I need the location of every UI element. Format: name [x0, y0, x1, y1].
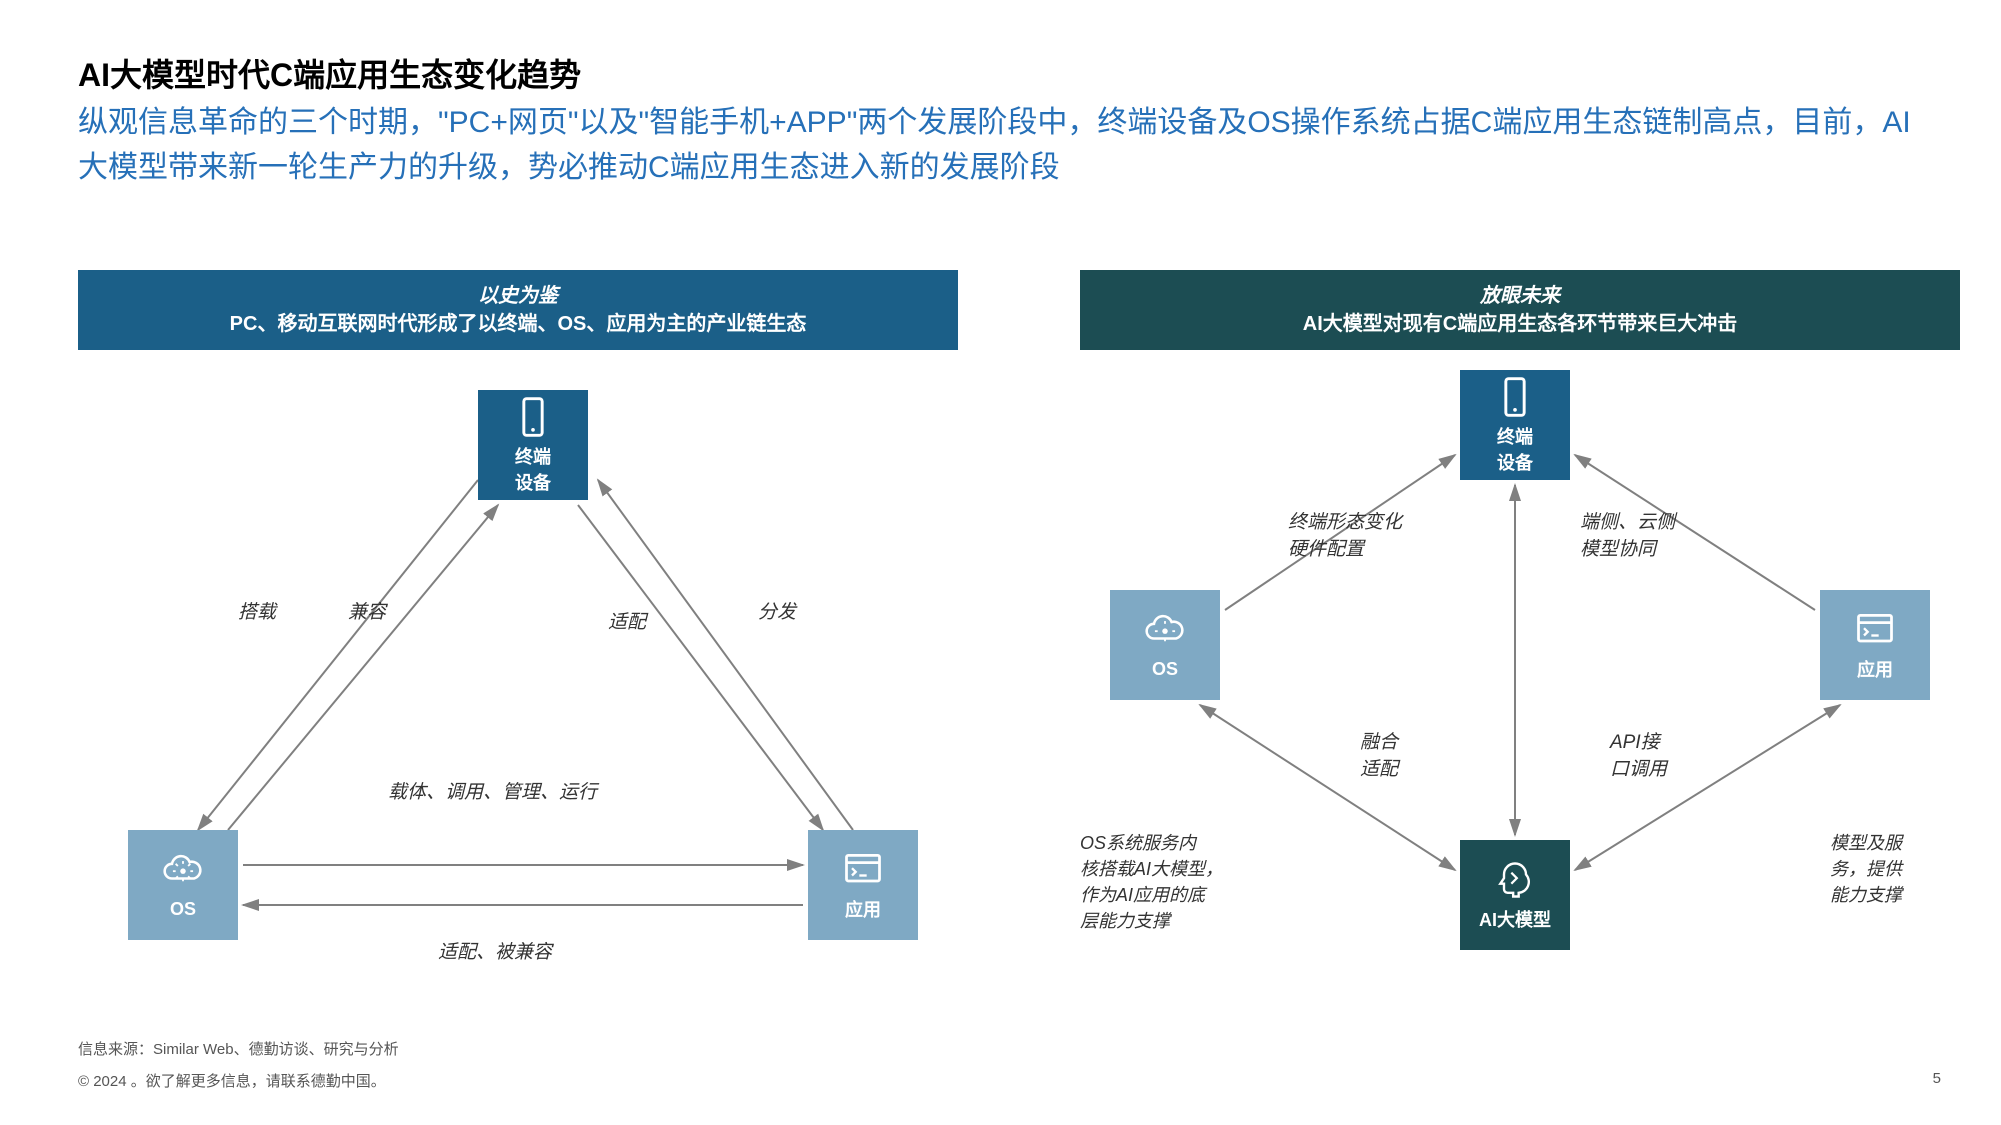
banner-right: 放眼未来 AI大模型对现有C端应用生态各环节带来巨大冲击 [1080, 270, 1960, 350]
node-r-app: 应用 [1820, 590, 1930, 700]
node-terminal-l1: 终端 [515, 447, 551, 467]
edge-r2: 端侧、云侧 模型协同 [1580, 510, 1675, 563]
node-r-ai: AI大模型 [1460, 840, 1570, 950]
edge-l1: 搭载 [238, 600, 276, 627]
edge-r1: 终端形态变化 硬件配置 [1288, 510, 1402, 563]
edge-l5: 载体、调用、管理、运行 [388, 780, 597, 807]
node-terminal: 终端设备 [478, 390, 588, 500]
banner-left-title: 以史为鉴 [78, 282, 958, 310]
diagram-left: 终端设备 OS 应用 搭载 兼容 适配 分发 载体、调用、管理、运行 适配、被兼… [78, 360, 958, 980]
edge-r3: 融合 适配 [1360, 730, 1398, 783]
ai-head-icon [1493, 858, 1537, 902]
edge-l2: 兼容 [348, 600, 386, 627]
node-r-app-label: 应用 [1857, 656, 1893, 682]
page-subtitle: 纵观信息革命的三个时期，"PC+网页"以及"智能手机+APP"两个发展阶段中，终… [78, 100, 1928, 190]
banner-left-sub: PC、移动互联网时代形成了以终端、OS、应用为主的产业链生态 [78, 310, 958, 338]
edge-r4: API接 口调用 [1610, 730, 1667, 783]
banner-right-title: 放眼未来 [1080, 282, 1960, 310]
edge-l3: 适配 [608, 610, 646, 637]
node-os: OS [128, 830, 238, 940]
banner-right-sub: AI大模型对现有C端应用生态各环节带来巨大冲击 [1080, 310, 1960, 338]
anno-r2: 模型及服 务，提供 能力支撑 [1830, 830, 1902, 908]
banner-left: 以史为鉴 PC、移动互联网时代形成了以终端、OS、应用为主的产业链生态 [78, 270, 958, 350]
terminal-window-icon [1853, 608, 1897, 652]
terminal-window-icon [841, 848, 885, 892]
node-r-os-label: OS [1152, 659, 1178, 680]
node-app: 应用 [808, 830, 918, 940]
page-title: AI大模型时代C端应用生态变化趋势 [78, 50, 581, 96]
page-number: 5 [1933, 1070, 1941, 1087]
node-r-terminal-l2: 设备 [1497, 453, 1533, 473]
node-os-label: OS [170, 899, 196, 920]
edge-l4: 分发 [758, 600, 796, 627]
anno-r1: OS系统服务内 核搭载AI大模型， 作为AI应用的底 层能力支撑 [1080, 830, 1223, 934]
node-r-terminal-l1: 终端 [1497, 427, 1533, 447]
cloud-gear-icon [1143, 611, 1187, 655]
cloud-gear-icon [161, 851, 205, 895]
footer-copyright: © 2024 。欲了解更多信息，请联系德勤中国。 [78, 1070, 386, 1091]
node-terminal-l2: 设备 [515, 473, 551, 493]
phone-icon [511, 395, 555, 439]
node-r-ai-label: AI大模型 [1479, 906, 1551, 932]
diagram-right: 终端设备 OS 应用 AI大模型 终端形态变化 硬件配置 端侧、云侧 模型协同 … [1080, 360, 1960, 980]
node-app-label: 应用 [845, 896, 881, 922]
node-r-terminal: 终端设备 [1460, 370, 1570, 480]
footer-source: 信息来源：Similar Web、德勤访谈、研究与分析 [78, 1038, 399, 1059]
edge-l6: 适配、被兼容 [438, 940, 552, 967]
phone-icon [1493, 375, 1537, 419]
node-r-os: OS [1110, 590, 1220, 700]
